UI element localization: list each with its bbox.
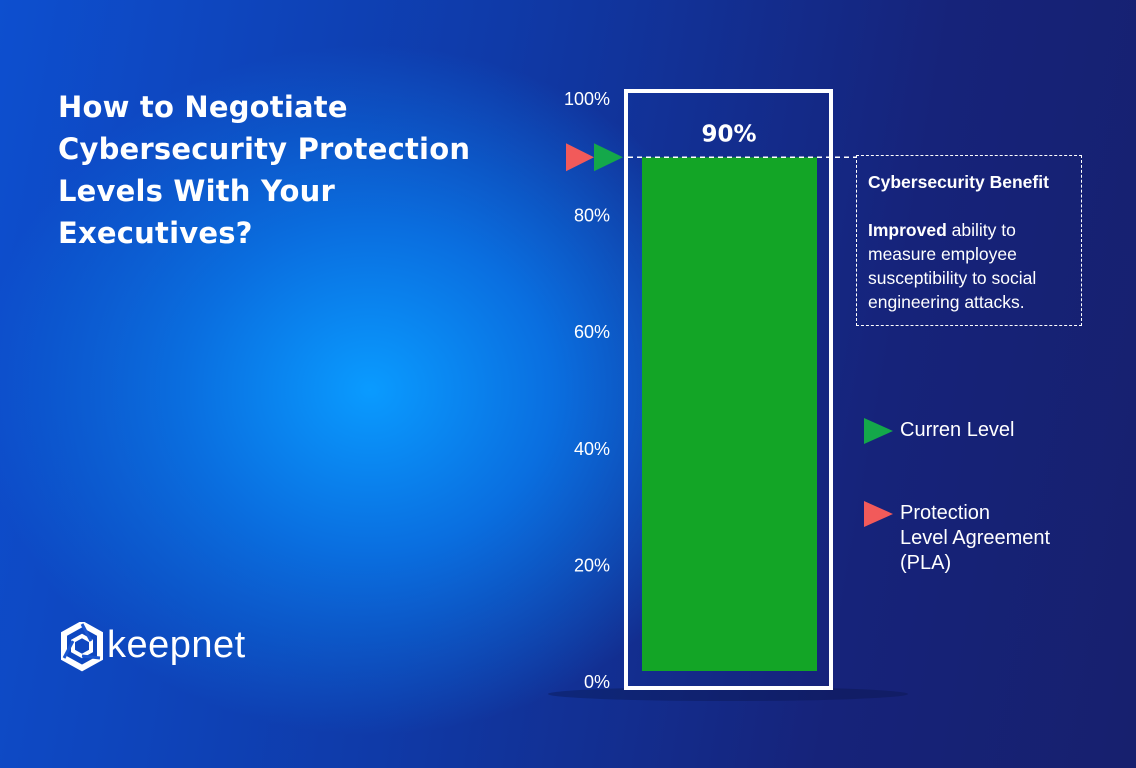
bar-frame [624, 89, 833, 690]
page-title: How to Negotiate Cybersecurity Protectio… [58, 90, 471, 250]
chart-shadow [548, 687, 908, 701]
y-tick-label: 60% [574, 322, 610, 342]
benefit-title: Cybersecurity Benefit [868, 172, 1049, 192]
y-tick-label: 0% [584, 672, 610, 692]
legend-pla-label: Protection Level Agreement (PLA) [900, 502, 1051, 574]
legend-current-label: Curren Level [900, 419, 1015, 441]
cybersecurity-benefit-box: Cybersecurity Benefit Improved ability t… [856, 155, 1082, 326]
bar-current-level [642, 157, 817, 672]
brand-logo: keepnet [60, 620, 260, 680]
y-tick-label: 80% [574, 206, 610, 226]
legend-current-marker-icon [864, 418, 893, 444]
y-tick-label: 100% [564, 89, 610, 109]
benefit-text: ability to measure employee susceptibili… [868, 220, 1037, 312]
current-level-marker-icon [594, 143, 623, 172]
pla-marker-icon [566, 143, 594, 172]
benefit-strong-text: Improved [868, 220, 947, 240]
legend-pla-marker-icon [864, 501, 893, 527]
bar-value-label: 90% [701, 121, 756, 147]
benefit-description: Improved ability to measure employee sus… [868, 218, 1071, 314]
keepnet-logo-icon [61, 622, 103, 672]
y-axis: 0% 20% 40% 60% 80% 100% [564, 89, 610, 692]
y-tick-label: 20% [574, 555, 610, 575]
y-tick-label: 40% [574, 439, 610, 459]
brand-name: keepnet [107, 624, 246, 666]
